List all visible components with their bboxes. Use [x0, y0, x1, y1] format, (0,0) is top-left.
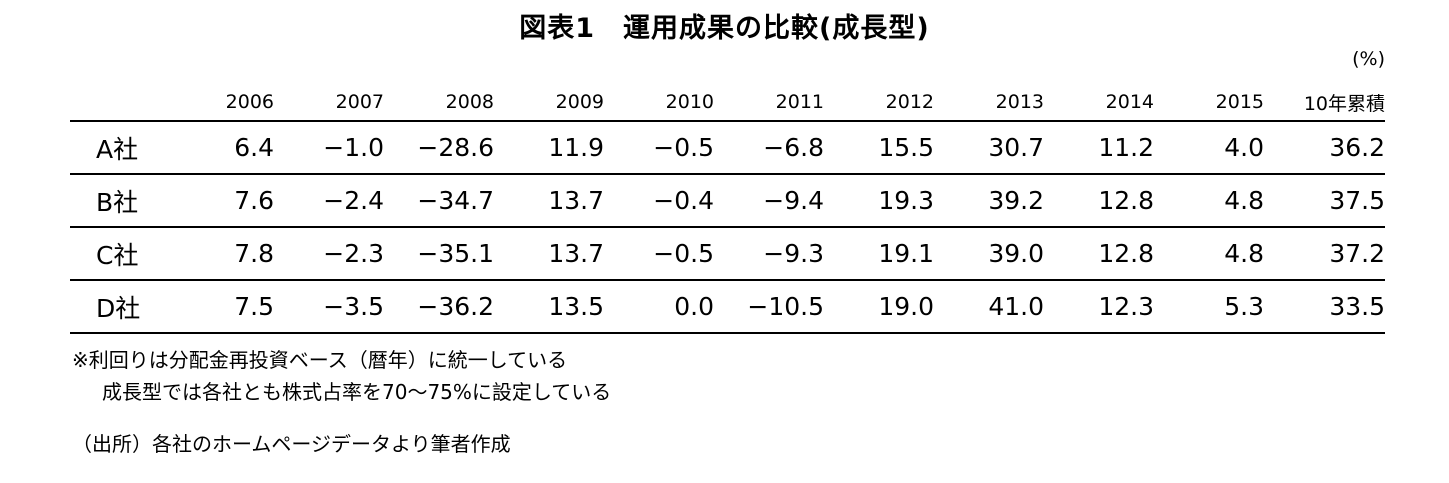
- value-cell: −1.0: [280, 121, 390, 175]
- value-cell: −2.4: [280, 174, 390, 228]
- value-cell: 12.8: [1050, 174, 1160, 228]
- value-cell: −9.4: [720, 174, 830, 228]
- table-body: A社 6.4 −1.0 −28.6 11.9 −0.5 −6.8 15.5 30.7 11.2 4.…: [70, 121, 1385, 334]
- source-note: （出所）各社のホームページデータより筆者作成: [72, 432, 511, 456]
- cumulative-value-cell: 36.2: [1270, 121, 1385, 175]
- table-row: B社 7.6 −2.4 −34.7 13.7 −0.4 −9.4 19.3 39.2 12.8 4.…: [70, 174, 1385, 228]
- header-company-cell: [70, 84, 170, 122]
- results-table: 2006 2007 2008 2009 2010 2011 2012 2013 …: [70, 84, 1385, 334]
- table-row: C社 7.8 −2.3 −35.1 13.7 −0.5 −9.3 19.1 39.0 12.8 4.…: [70, 227, 1385, 281]
- company-label: A社: [70, 121, 170, 175]
- value-cell: 7.6: [170, 174, 280, 228]
- header-year-2007: 2007: [280, 84, 390, 122]
- note-line: 成長型では各社とも株式占率を70～75%に設定している: [102, 380, 612, 404]
- value-cell: −36.2: [390, 280, 500, 334]
- notes: ※利回りは分配金再投資ベース（暦年）に統一している 成長型では各社とも株式占率を…: [72, 344, 611, 408]
- unit-label: (%): [1352, 48, 1385, 70]
- value-cell: −9.3: [720, 227, 830, 281]
- value-cell: −2.3: [280, 227, 390, 281]
- table-row: A社 6.4 −1.0 −28.6 11.9 −0.5 −6.8 15.5 30.7 11.2 4.…: [70, 121, 1385, 175]
- value-cell: 0.0: [610, 280, 720, 334]
- value-cell: 11.2: [1050, 121, 1160, 175]
- value-cell: 30.7: [940, 121, 1050, 175]
- company-label: C社: [70, 227, 170, 281]
- header-year-2008: 2008: [390, 84, 500, 122]
- value-cell: 13.7: [500, 174, 610, 228]
- cumulative-value-cell: 37.5: [1270, 174, 1385, 228]
- header-row: 2006 2007 2008 2009 2010 2011 2012 2013 …: [70, 84, 1385, 122]
- value-cell: 39.0: [940, 227, 1050, 281]
- cumulative-value-cell: 37.2: [1270, 227, 1385, 281]
- value-cell: 41.0: [940, 280, 1050, 334]
- table-row: D社 7.5 −3.5 −36.2 13.5 0.0 −10.5 19.0 41.0 12.3 5.…: [70, 280, 1385, 334]
- value-cell: −3.5: [280, 280, 390, 334]
- header-year-2013: 2013: [940, 84, 1050, 122]
- header-year-2011: 2011: [720, 84, 830, 122]
- header-year-2012: 2012: [830, 84, 940, 122]
- value-cell: 13.5: [500, 280, 610, 334]
- note-line: ※利回りは分配金再投資ベース（暦年）に統一している: [72, 348, 568, 372]
- value-cell: 12.3: [1050, 280, 1160, 334]
- header-year-2009: 2009: [500, 84, 610, 122]
- value-cell: −6.8: [720, 121, 830, 175]
- value-cell: 12.8: [1050, 227, 1160, 281]
- value-cell: 19.1: [830, 227, 940, 281]
- value-cell: 4.0: [1160, 121, 1270, 175]
- results-table-container: 2006 2007 2008 2009 2010 2011 2012 2013 …: [70, 84, 1385, 334]
- value-cell: 6.4: [170, 121, 280, 175]
- value-cell: −35.1: [390, 227, 500, 281]
- company-label: D社: [70, 280, 170, 334]
- value-cell: −28.6: [390, 121, 500, 175]
- value-cell: −0.5: [610, 121, 720, 175]
- value-cell: 11.9: [500, 121, 610, 175]
- value-cell: −34.7: [390, 174, 500, 228]
- value-cell: 19.0: [830, 280, 940, 334]
- value-cell: −0.5: [610, 227, 720, 281]
- header-year-2015: 2015: [1160, 84, 1270, 122]
- header-year-2014: 2014: [1050, 84, 1160, 122]
- chart-title: 図表1 運用成果の比較(成長型): [519, 13, 930, 44]
- header-year-2006: 2006: [170, 84, 280, 122]
- header-year-2010: 2010: [610, 84, 720, 122]
- value-cell: 39.2: [940, 174, 1050, 228]
- value-cell: −0.4: [610, 174, 720, 228]
- value-cell: 5.3: [1160, 280, 1270, 334]
- value-cell: −10.5: [720, 280, 830, 334]
- value-cell: 4.8: [1160, 227, 1270, 281]
- value-cell: 13.7: [500, 227, 610, 281]
- value-cell: 4.8: [1160, 174, 1270, 228]
- header-cumulative: 10年累積: [1270, 84, 1385, 122]
- cumulative-value-cell: 33.5: [1270, 280, 1385, 334]
- value-cell: 7.8: [170, 227, 280, 281]
- company-label: B社: [70, 174, 170, 228]
- value-cell: 19.3: [830, 174, 940, 228]
- value-cell: 7.5: [170, 280, 280, 334]
- value-cell: 15.5: [830, 121, 940, 175]
